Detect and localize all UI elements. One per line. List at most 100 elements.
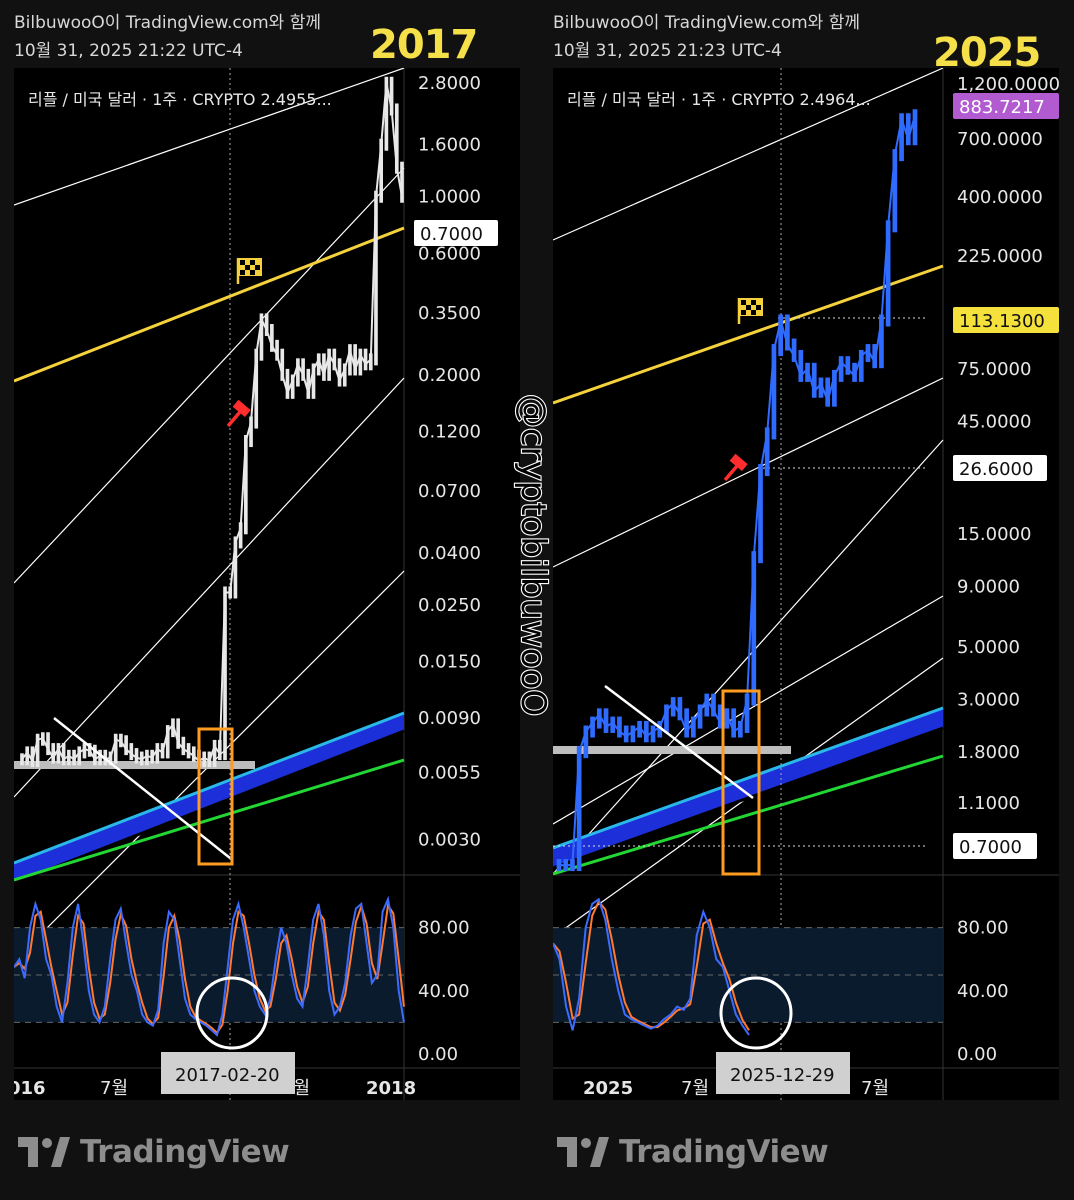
right-price-bar-25 [724, 708, 730, 729]
right-price-bar-43 [845, 356, 851, 375]
right-price-bar-5 [590, 716, 595, 738]
left-price-bar-54 [301, 358, 305, 381]
left-price-bar-1 [25, 746, 30, 766]
right-price-bar-15 [657, 720, 663, 738]
left-price-bar-14 [93, 744, 97, 766]
right-flag-check-0-2 [751, 300, 756, 305]
right-price-bar-7 [603, 708, 609, 733]
right-price-bar-14 [650, 725, 656, 743]
left-price-line [21, 82, 403, 764]
left-price-bar-6 [51, 743, 56, 764]
left-time-tick-1: 7월 [100, 1078, 128, 1099]
left-chart-svg[interactable]: 2.8000 1.6000 1.0000 0.6000 0.3500 0.2000 0.12… [14, 68, 520, 1100]
right-osc-highlight-circle [719, 976, 793, 1050]
right-flag-check-2-2 [751, 310, 756, 315]
left-price-bar-39 [223, 586, 227, 761]
right-price-bar-22 [704, 693, 710, 717]
right-price-bar-40 [825, 377, 831, 407]
left-green-line [14, 758, 405, 882]
left-price-bar-56 [311, 363, 316, 399]
left-price-tick-10: 0.0150 [418, 652, 481, 673]
right-attribution-user: BilbuwooO이 TradingView.com와 함께 [553, 13, 860, 33]
right-price-bar-46 [865, 344, 871, 362]
left-price-bar-68 [374, 190, 378, 366]
right-flag-check-1-1 [746, 305, 751, 310]
left-price-bar-67 [368, 353, 373, 371]
left-price-bar-59 [327, 348, 331, 381]
right-price-bar-8 [610, 716, 616, 733]
right-price-bar-30 [758, 464, 763, 564]
right-price-tick-3: 225.0000 [957, 246, 1043, 267]
right-price-bar-20 [690, 716, 696, 738]
right-price-bar-32 [771, 344, 777, 440]
left-price-bar-5 [46, 732, 50, 756]
right-price-label-mid: 26.6000 [959, 459, 1033, 480]
left-price-bar-47 [264, 313, 269, 336]
left-price-tick-8: 0.0400 [418, 543, 481, 564]
right-price-tick-8: 9.0000 [957, 577, 1020, 598]
right-chart-svg[interactable]: 1,200.0000700.0000400.0000225.0000125.00… [553, 68, 1059, 1100]
left-attribution-date: 10월 31, 2025 21:22 UTC-4 [14, 41, 243, 61]
left-down-trendline [53, 717, 231, 859]
right-stoch-d-line [553, 899, 750, 1031]
left-price-tick-12: 0.0055 [418, 763, 481, 784]
right-osc-tick-0: 80.00 [957, 918, 1009, 939]
right-price-bar-39 [818, 377, 824, 398]
watermark-text: @cryptobilbuwooO [512, 393, 550, 717]
left-price-label-box-current [414, 220, 498, 246]
right-time-highlight-label: 2025-12-29 [730, 1065, 835, 1086]
right-price-label-top: 883.7217 [959, 97, 1045, 118]
left-price-bar-10 [72, 749, 76, 766]
left-price-bar-52 [290, 374, 295, 399]
left-price-tick-5: 0.2000 [418, 365, 481, 386]
right-yellow-trend-line [553, 264, 944, 405]
left-chart-panel[interactable]: 2.8000 1.6000 1.0000 0.6000 0.3500 0.2000 0.12… [14, 68, 520, 1100]
left-price-bar-62 [342, 363, 347, 387]
right-price-bar-12 [637, 720, 642, 738]
left-price-tick-13: 0.0030 [418, 830, 481, 851]
left-price-bar-8 [61, 743, 66, 766]
left-osc-tick-1: 40.00 [418, 981, 470, 1002]
right-price-tick-9: 5.0000 [957, 637, 1020, 658]
left-channel-line-1 [14, 167, 405, 584]
right-price-bar-16 [664, 704, 669, 733]
left-price-bar-72 [394, 103, 399, 174]
right-time-tick-0: 2025 [583, 1078, 633, 1099]
right-price-bar-29 [751, 551, 757, 706]
left-price-bar-28 [165, 725, 170, 759]
right-price-bar-19 [684, 708, 689, 738]
right-time-tick-2: 7월 [861, 1078, 889, 1099]
right-logo-text: TradingView [619, 1134, 829, 1170]
left-price-bar-55 [306, 368, 311, 399]
left-hammer-icon-handle [226, 410, 242, 428]
left-price-bar-22 [134, 748, 139, 764]
right-price-label-box-mid [953, 455, 1047, 481]
right-price-bar-52 [905, 113, 911, 146]
left-flag-check-0-0 [240, 260, 245, 265]
left-price-bar-9 [67, 749, 71, 766]
right-price-label-box-low [953, 833, 1037, 859]
left-price-bar-57 [316, 353, 321, 376]
right-flag-check-0-0 [741, 300, 746, 305]
left-price-bar-35 [202, 751, 207, 768]
right-price-bar-34 [785, 314, 790, 351]
right-price-bar-11 [630, 725, 636, 743]
left-osc-tick-0: 80.00 [418, 918, 470, 939]
right-band-upper-edge [553, 706, 944, 850]
right-price-tick-0: 1,200.0000 [957, 74, 1059, 95]
left-attribution-user: BilbuwooO이 TradingView.com와 함께 [14, 13, 321, 33]
right-price-bar-31 [764, 427, 770, 477]
right-flag-check-1-3 [756, 305, 761, 310]
right-chart-panel[interactable]: 1,200.0000700.0000400.0000225.0000125.00… [553, 68, 1059, 1100]
tradingview-logo-icon [557, 1137, 609, 1167]
left-flag-check-2-0 [240, 270, 245, 275]
right-channel-line-1 [553, 377, 944, 568]
left-price-bar-51 [285, 368, 290, 399]
right-price-label-low: 0.7000 [959, 837, 1022, 858]
right-price-bar-51 [899, 113, 904, 162]
right-price-bar-33 [778, 314, 784, 357]
watermark-label: @cryptobilbuwooO [513, 394, 550, 716]
left-price-bar-15 [98, 749, 102, 766]
tradingview-logo-icon [18, 1137, 70, 1167]
right-price-tick-12: 1.1000 [957, 793, 1020, 814]
